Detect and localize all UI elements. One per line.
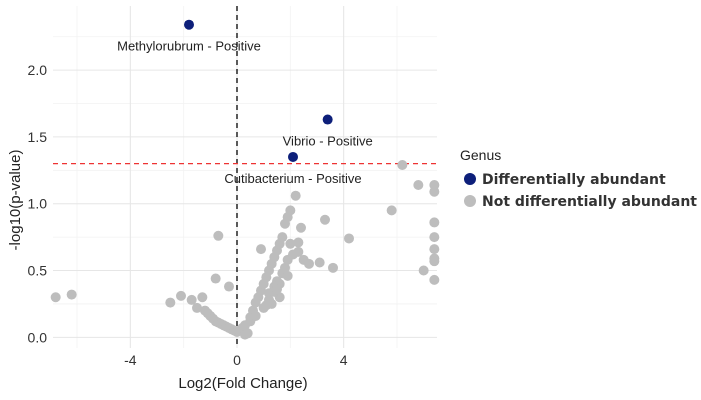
point-differentially-abundant — [288, 151, 298, 162]
point-not-differentially-abundant — [176, 290, 186, 301]
point-not-differentially-abundant — [386, 205, 397, 216]
point-not-differentially-abundant — [429, 244, 440, 255]
point-annotations: Methylorubrum - Positive Vibrio - Positiv… — [117, 39, 373, 186]
y-axis-title: -log10(p-value) — [7, 150, 24, 251]
point-not-differentially-abundant — [413, 180, 424, 191]
x-tick-label: 0 — [233, 352, 241, 368]
point-not-differentially-abundant — [210, 273, 221, 284]
point-not-differentially-abundant — [280, 262, 290, 273]
y-tick-label: 2.0 — [28, 62, 48, 78]
legend-swatch-not-differentially-abundant — [464, 195, 476, 207]
y-tick-label: 0.0 — [28, 329, 48, 345]
x-tick-label: 4 — [340, 352, 348, 368]
point-not-differentially-abundant — [296, 222, 306, 233]
point-not-differentially-abundant — [242, 328, 253, 339]
point-annotation-label: Methylorubrum - Positive — [117, 39, 261, 54]
legend-title: Genus — [460, 147, 501, 163]
point-not-differentially-abundant — [397, 159, 408, 170]
point-not-differentially-abundant — [224, 281, 234, 292]
point-not-differentially-abundant — [344, 233, 354, 244]
reference-lines — [53, 6, 437, 348]
point-not-differentially-abundant — [250, 310, 261, 321]
point-not-differentially-abundant — [429, 253, 440, 264]
legend-label-not-differentially-abundant: Not differentially abundant — [482, 194, 697, 210]
tick-labels: -4 0 4 0.0 0.5 1.0 1.5 2.0 — [28, 62, 348, 368]
y-tick-label: 1.5 — [28, 129, 48, 145]
point-not-differentially-abundant — [290, 190, 301, 201]
point-not-differentially-abundant — [328, 262, 338, 273]
point-not-differentially-abundant — [213, 230, 224, 241]
point-not-differentially-abundant — [320, 214, 330, 225]
point-not-differentially-abundant — [282, 270, 293, 281]
legend-label-differentially-abundant: Differentially abundant — [482, 172, 666, 188]
point-not-differentially-abundant — [293, 237, 304, 248]
point-not-differentially-abundant — [165, 297, 176, 308]
point-not-differentially-abundant — [429, 186, 440, 197]
point-not-differentially-abundant — [418, 265, 429, 276]
point-not-differentially-abundant — [285, 238, 296, 249]
point-not-differentially-abundant — [197, 292, 208, 303]
point-differentially-abundant — [322, 114, 333, 125]
point-not-differentially-abundant — [304, 258, 314, 269]
point-not-differentially-abundant — [277, 232, 288, 243]
point-not-differentially-abundant — [261, 300, 272, 311]
point-not-differentially-abundant — [192, 302, 202, 313]
y-tick-label: 1.0 — [28, 196, 48, 212]
point-not-differentially-abundant — [285, 205, 296, 216]
point-not-differentially-abundant — [256, 244, 266, 255]
legend: Genus Differentially abundant Not differ… — [460, 147, 697, 210]
point-not-differentially-abundant — [314, 257, 325, 268]
point-not-differentially-abundant — [272, 284, 282, 295]
point-not-differentially-abundant — [50, 292, 61, 303]
point-not-differentially-abundant — [429, 217, 440, 228]
point-not-differentially-abundant — [293, 246, 304, 257]
data-points — [50, 19, 440, 340]
y-tick-label: 0.5 — [28, 263, 48, 279]
x-axis-title: Log2(Fold Change) — [178, 375, 307, 392]
x-tick-label: -4 — [124, 352, 137, 368]
point-not-differentially-abundant — [429, 274, 440, 285]
point-not-differentially-abundant — [429, 232, 440, 243]
point-annotation-label: Cutibacterium - Positive — [224, 171, 361, 186]
point-not-differentially-abundant — [186, 294, 197, 305]
point-annotation-label: Vibrio - Positive — [283, 134, 373, 149]
legend-swatch-differentially-abundant — [464, 173, 476, 185]
point-differentially-abundant — [184, 19, 194, 30]
point-not-differentially-abundant — [66, 289, 77, 300]
